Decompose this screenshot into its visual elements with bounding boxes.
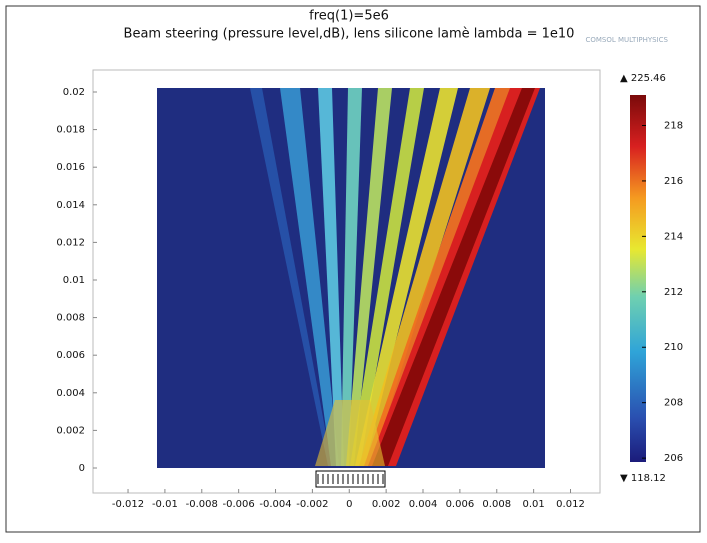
colorbar-tick-label: 214 bbox=[664, 231, 683, 242]
x-tick-label: 0.01 bbox=[522, 499, 544, 510]
beam bbox=[250, 88, 332, 466]
x-tick-label: -0.012 bbox=[112, 499, 144, 510]
y-tick-label: 0.01 bbox=[63, 275, 85, 286]
colorbar-tick-label: 216 bbox=[664, 176, 683, 187]
subtitle: Beam steering (pressure level,dB), lens … bbox=[124, 27, 575, 42]
near-field bbox=[315, 400, 385, 466]
beam bbox=[280, 88, 339, 466]
y-tick-label: 0.012 bbox=[56, 237, 85, 248]
x-tick-label: 0.012 bbox=[556, 499, 585, 510]
transducer bbox=[315, 470, 386, 488]
title: freq(1)=5e6 bbox=[309, 9, 389, 24]
beam bbox=[341, 88, 362, 466]
x-tick-label: 0.008 bbox=[482, 499, 511, 510]
colorbar-tick-label: 206 bbox=[664, 453, 683, 464]
x-tick-label: -0.002 bbox=[296, 499, 328, 510]
y-tick-label: 0.014 bbox=[56, 200, 85, 211]
x-tick-label: -0.004 bbox=[259, 499, 291, 510]
y-tick-label: 0 bbox=[79, 463, 85, 474]
y-tick-label: 0.018 bbox=[56, 125, 85, 136]
beam bbox=[355, 88, 458, 466]
beam bbox=[359, 88, 490, 466]
beam bbox=[350, 88, 424, 466]
x-tick-label: -0.006 bbox=[223, 499, 255, 510]
colorbar-min: ▼ 118.12 bbox=[620, 473, 666, 484]
colorbar bbox=[630, 95, 646, 462]
colorbar-max: ▲ 225.46 bbox=[620, 73, 666, 84]
colorbar-tick-label: 210 bbox=[664, 342, 683, 353]
x-tick-label: -0.008 bbox=[186, 499, 218, 510]
frame bbox=[5, 5, 701, 533]
y-tick-label: 0.016 bbox=[56, 162, 85, 173]
colorbar-tick-label: 208 bbox=[664, 398, 683, 409]
field bbox=[250, 88, 540, 466]
x-tick-label: -0.01 bbox=[152, 499, 178, 510]
beam bbox=[318, 88, 344, 466]
logo: COMSOL MULTIPHYSICS bbox=[585, 36, 668, 44]
y-tick-label: 0.006 bbox=[56, 350, 85, 361]
axes-frame bbox=[92, 69, 601, 494]
beam-core bbox=[372, 88, 535, 466]
y-tick-label: 0.008 bbox=[56, 313, 85, 324]
x-tick-label: 0.006 bbox=[446, 499, 475, 510]
y-tick-label: 0.002 bbox=[56, 425, 85, 436]
y-tick-label: 0.02 bbox=[63, 87, 85, 98]
colorbar-tick-label: 212 bbox=[664, 287, 683, 298]
y-tick-label: 0.004 bbox=[56, 388, 85, 399]
colorbar-tick-label: 218 bbox=[664, 120, 683, 131]
x-tick-label: 0.004 bbox=[409, 499, 438, 510]
x-tick-label: 0 bbox=[346, 499, 352, 510]
beam bbox=[346, 88, 392, 466]
x-tick-label: 0.002 bbox=[372, 499, 401, 510]
